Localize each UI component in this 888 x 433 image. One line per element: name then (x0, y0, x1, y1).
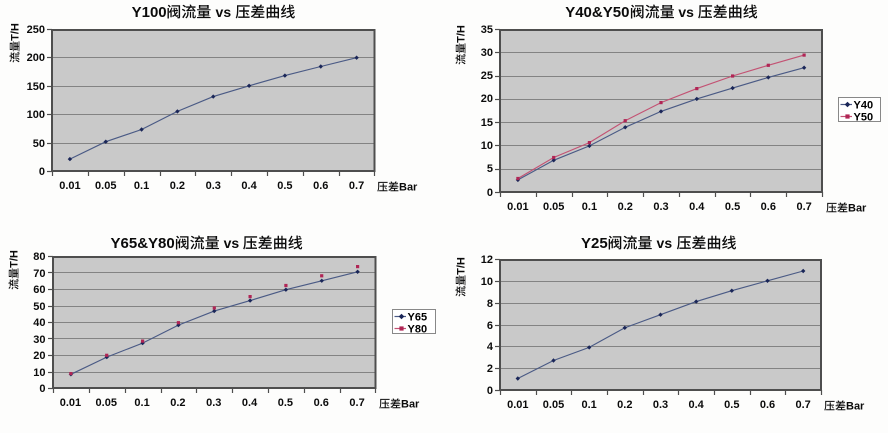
svg-text:Y50: Y50 (854, 112, 874, 124)
svg-text:Y40: Y40 (854, 100, 874, 112)
svg-text:Y65: Y65 (408, 312, 428, 324)
svg-text:Y80: Y80 (408, 324, 428, 336)
